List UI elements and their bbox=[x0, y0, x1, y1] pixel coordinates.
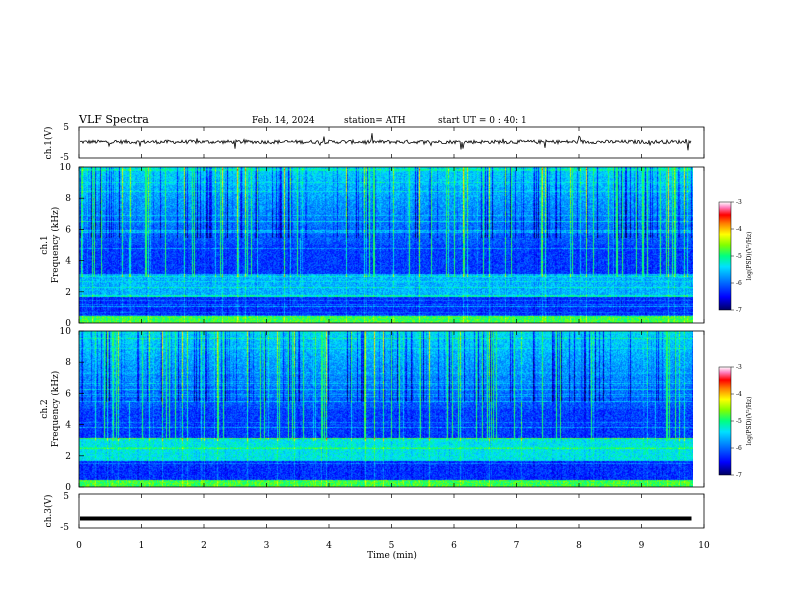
y-tick-label: 8 bbox=[65, 194, 71, 204]
ch3-waveform-ylabel: ch.3(V) bbox=[43, 495, 54, 528]
x-tick-label: 0 bbox=[76, 541, 82, 551]
panel-ch1-waveform: 5 -5 ch.1(V) bbox=[43, 123, 705, 163]
x-tick-label: 2 bbox=[201, 541, 207, 551]
panel-ch3-waveform-frame bbox=[78, 493, 705, 529]
station-label: station= ATH bbox=[344, 116, 406, 126]
figure-title: VLF Spectra bbox=[78, 113, 149, 126]
colorbar-tick-label: -4 bbox=[736, 226, 742, 233]
ch2-spectrogram-ylabel-channel: ch.2 bbox=[40, 399, 50, 418]
start-time-label: start UT = 0 : 40: 1 bbox=[438, 116, 527, 126]
y-tick-label: 0 bbox=[65, 319, 71, 329]
ch3-ytick-bottom: -5 bbox=[60, 523, 69, 533]
ch1-colorbar bbox=[718, 201, 732, 311]
ch1-colorbar-label: log(PSD)(V²/Hz) bbox=[746, 232, 753, 281]
ch1-spectrogram-image bbox=[79, 167, 693, 323]
colorbar-tick-label: -3 bbox=[736, 199, 742, 206]
y-tick-label: 6 bbox=[65, 225, 71, 235]
ch1-ytick-top: 5 bbox=[63, 123, 69, 133]
ch2-spectrogram-ylabel-freq: Frequency (kHz) bbox=[50, 371, 61, 448]
x-tick-label: 1 bbox=[139, 541, 145, 551]
colorbar-tick-label: -6 bbox=[736, 280, 742, 287]
ch3-ytick-top: 5 bbox=[63, 492, 69, 502]
ch1-spectrogram-ylabel-freq: Frequency (kHz) bbox=[50, 207, 61, 284]
ch1-spectrogram-ylabel-channel: ch.1 bbox=[40, 235, 50, 254]
y-tick-label: 4 bbox=[65, 257, 71, 267]
x-tick-label: 8 bbox=[576, 541, 582, 551]
x-tick-label: 3 bbox=[264, 541, 270, 551]
panel-ch3-waveform: 5 -5 ch.3(V) bbox=[43, 492, 705, 533]
x-tick-label: 6 bbox=[451, 541, 457, 551]
y-tick-label: 4 bbox=[65, 421, 71, 431]
y-tick-label: 2 bbox=[65, 288, 71, 298]
x-tick-label: 9 bbox=[639, 541, 645, 551]
y-tick-label: 0 bbox=[65, 483, 71, 493]
date-label: Feb. 14, 2024 bbox=[252, 116, 315, 126]
time-axis: 0 1 2 3 4 5 6 7 8 9 10 bbox=[76, 127, 710, 551]
colorbar-tick-label: -5 bbox=[736, 253, 742, 260]
ch1-ytick-bottom: -5 bbox=[60, 153, 69, 163]
ch2-colorbar-label: log(PSD)(V²/Hz) bbox=[746, 397, 753, 446]
panel-ch1-waveform-frame bbox=[78, 126, 705, 159]
x-tick-label: 7 bbox=[514, 541, 520, 551]
y-tick-label: 2 bbox=[65, 452, 71, 462]
colorbar-tick-label: -7 bbox=[736, 472, 742, 479]
colorbar-tick-label: -4 bbox=[736, 391, 742, 398]
y-tick-label: 8 bbox=[65, 358, 71, 368]
colorbar-tick-label: -7 bbox=[736, 307, 742, 314]
time-axis-label: Time (min) bbox=[367, 550, 417, 561]
ch1-waveform-ylabel: ch.1(V) bbox=[43, 127, 54, 160]
y-tick-label: 6 bbox=[65, 389, 71, 399]
ch2-colorbar bbox=[718, 366, 732, 476]
y-tick-label: 10 bbox=[60, 327, 72, 337]
colorbar-tick-label: -3 bbox=[736, 364, 742, 371]
x-tick-label: 4 bbox=[326, 541, 332, 551]
x-tick-label: 10 bbox=[698, 541, 710, 551]
ch1-waveform-trace bbox=[79, 133, 692, 151]
ch2-spectrogram-image bbox=[79, 331, 693, 487]
colorbar-tick-label: -5 bbox=[736, 418, 742, 425]
colorbar-tick-label: -6 bbox=[736, 445, 742, 452]
x-tick-label: 5 bbox=[389, 541, 395, 551]
y-tick-label: 10 bbox=[60, 163, 72, 173]
